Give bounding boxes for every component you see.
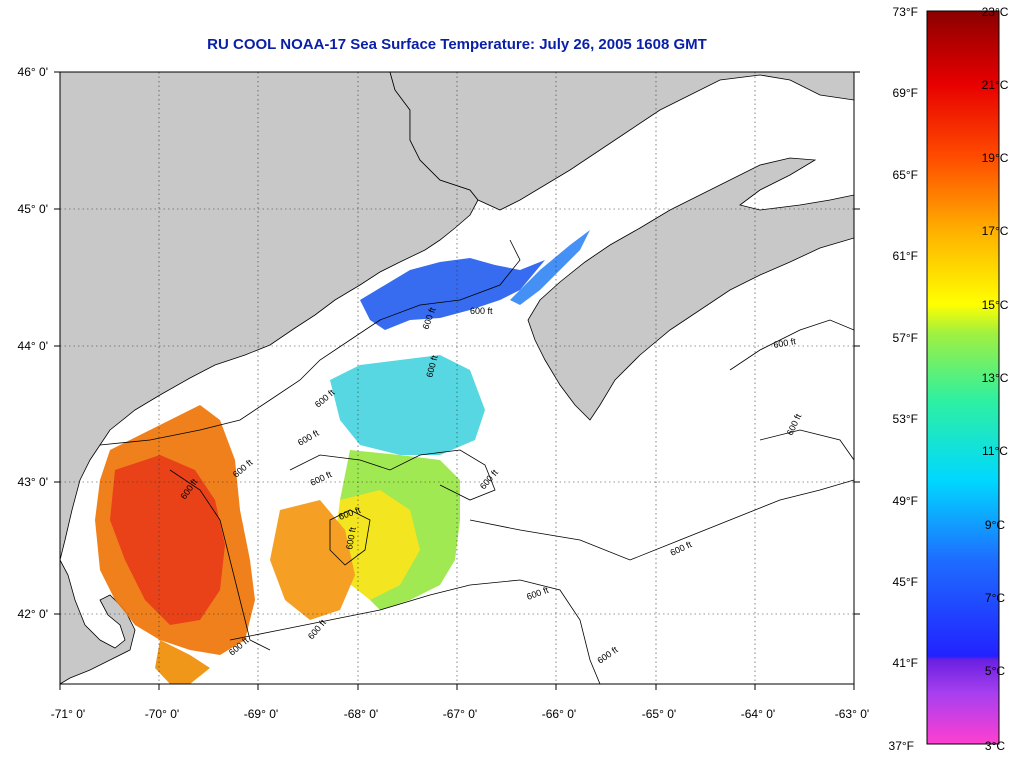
- sst-patch-blue-bay: [510, 230, 590, 305]
- sst-patch-red-west: [110, 455, 225, 625]
- colorbar-f-label: 53°F: [893, 412, 918, 426]
- colorbar-c-label: 11°C: [982, 444, 1008, 458]
- lat-label: 44° 0': [18, 339, 48, 353]
- contour-east-2: [729, 319, 854, 371]
- colorbar-f-label: 41°F: [893, 656, 918, 670]
- contour-label: 600 ft: [344, 526, 358, 550]
- graticule: [60, 72, 854, 684]
- sst-patch-cyan-center: [330, 355, 485, 455]
- contour-label: 600 ft: [470, 306, 493, 316]
- depth-contours: [99, 239, 854, 684]
- lon-label: -69° 0': [244, 707, 278, 721]
- colorbar-f-label: 61°F: [893, 249, 918, 263]
- lat-label: 42° 0': [18, 607, 48, 621]
- contour-label: 600 ft: [773, 336, 797, 350]
- contour-georges-north: [169, 469, 271, 651]
- colorbar-f-label: 49°F: [893, 494, 918, 508]
- colorbar-c-label: 15°C: [982, 298, 1009, 312]
- colorbar-c-label: 9°C: [985, 518, 1005, 532]
- latitude-labels: 46° 0' 45° 0' 44° 0' 43° 0' 42° 0': [18, 65, 48, 621]
- colorbar-f-label: 65°F: [893, 168, 918, 182]
- colorbar-c-label: 3°C: [985, 739, 1005, 753]
- land-nova-scotia: [527, 157, 854, 421]
- contour-basin-1: [289, 449, 496, 501]
- colorbar-f-labels: 73°F 69°F 65°F 61°F 57°F 53°F 49°F 45°F …: [889, 5, 918, 753]
- colorbar-f-label: 69°F: [893, 86, 918, 100]
- colorbar-f-label: 73°F: [893, 5, 918, 19]
- temperature-colorbar: [926, 10, 1000, 745]
- map-title: RU COOL NOAA-17 Sea Surface Temperature:…: [207, 36, 707, 53]
- land-canada-north: [389, 72, 854, 211]
- colorbar-c-label: 23°C: [982, 5, 1009, 19]
- sst-patch-yellow: [335, 490, 420, 600]
- colorbar-c-label: 5°C: [985, 664, 1005, 678]
- lon-label: -70° 0': [145, 707, 179, 721]
- colorbar-c-label: 19°C: [982, 151, 1009, 165]
- lat-label: 46° 0': [18, 65, 48, 79]
- lon-label: -66° 0': [542, 707, 576, 721]
- lon-label: -64° 0': [741, 707, 775, 721]
- colorbar-c-label: 17°C: [982, 224, 1009, 238]
- longitude-labels: -71° 0' -70° 0' -69° 0' -68° 0' -67° 0' …: [51, 707, 869, 721]
- contour-basin-2: [329, 509, 371, 566]
- land-cape-cod: [60, 559, 136, 684]
- axis-ticks: [54, 71, 860, 690]
- colorbar-c-label: 13°C: [982, 371, 1009, 385]
- lon-label: -65° 0': [642, 707, 676, 721]
- lat-label: 43° 0': [18, 475, 48, 489]
- lon-label: -71° 0': [51, 707, 85, 721]
- colorbar-c-label: 7°C: [985, 591, 1005, 605]
- sst-patch-orange-center: [270, 500, 355, 620]
- sst-patch-blue-coastal: [360, 258, 545, 330]
- colorbar-f-label: 57°F: [893, 331, 918, 345]
- contour-georges-bank: [229, 579, 601, 684]
- sst-patch-orange-south: [155, 640, 210, 684]
- sst-data: [95, 230, 590, 684]
- colorbar-c-labels: 23°C 21°C 19°C 17°C 15°C 13°C 11°C 9°C 7…: [982, 5, 1009, 753]
- lon-label: -63° 0': [835, 707, 869, 721]
- lat-label: 45° 0': [18, 202, 48, 216]
- map-area: 600 ft 600 ft 600 ft 600 ft 600 ft 600 f…: [60, 72, 854, 684]
- colorbar-f-label: 37°F: [889, 739, 914, 753]
- colorbar-c-label: 21°C: [982, 78, 1009, 92]
- colorbar-f-label: 45°F: [893, 575, 918, 589]
- contour-east-1: [469, 479, 854, 561]
- contour-gulf-of-maine: [99, 239, 521, 446]
- contour-east-3: [759, 429, 854, 461]
- lon-label: -68° 0': [344, 707, 378, 721]
- lon-label: -67° 0': [443, 707, 477, 721]
